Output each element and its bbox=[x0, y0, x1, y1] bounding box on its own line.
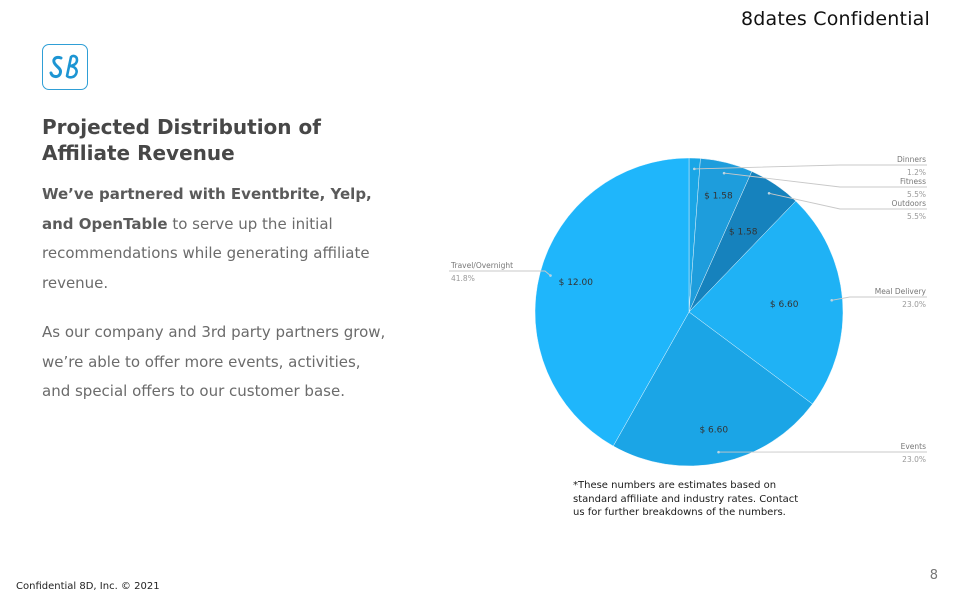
footer-copyright: Confidential 8D, Inc. © 2021 bbox=[16, 581, 160, 592]
leader-dot-outdoors bbox=[767, 191, 771, 195]
percent-label-events: 23.0% bbox=[902, 455, 926, 464]
percent-label-fitness: 5.5% bbox=[907, 190, 926, 199]
chart-footnote: *These numbers are estimates based on st… bbox=[573, 480, 799, 518]
pie-slice-meal-delivery bbox=[688, 200, 844, 405]
leader-dot-events bbox=[717, 450, 720, 454]
8dates-logo-icon bbox=[42, 44, 88, 90]
percent-label-dinners: 1.2% bbox=[907, 168, 926, 177]
value-label-meal-delivery: $ 6.60 bbox=[770, 300, 799, 310]
partners-highlight: We’ve partnered with Eventbrite, Yelp, a… bbox=[42, 185, 372, 233]
page-number: 8 bbox=[929, 568, 938, 583]
confidential-label: 8dates Confidential bbox=[740, 8, 930, 30]
logo-mark bbox=[49, 54, 79, 79]
intro-paragraph: We’ve partnered with Eventbrite, Yelp, a… bbox=[42, 180, 387, 298]
percent-label-travel-overnight: 41.8% bbox=[451, 274, 475, 283]
value-label-fitness: $ 1.58 bbox=[704, 192, 733, 202]
pie-slice-events bbox=[612, 311, 813, 467]
category-label-fitness: Fitness bbox=[900, 177, 926, 186]
value-label-events: $ 6.60 bbox=[699, 426, 728, 436]
category-label-travel-overnight: Travel/Overnight bbox=[450, 261, 513, 270]
category-label-events: Events bbox=[901, 442, 926, 451]
growth-paragraph: As our company and 3rd party partners gr… bbox=[42, 323, 386, 400]
leader-line-dinners bbox=[694, 164, 927, 170]
leader-line-meal-delivery bbox=[831, 296, 927, 301]
leader-line-fitness bbox=[724, 172, 927, 188]
leader-line-travel-overnight bbox=[449, 270, 551, 276]
leader-dot-fitness bbox=[722, 171, 726, 175]
value-label-travel-overnight: $ 12.00 bbox=[559, 278, 594, 288]
page-title: Projected Distribution of Affiliate Reve… bbox=[42, 115, 321, 165]
category-label-meal-delivery: Meal Delivery bbox=[875, 287, 927, 296]
leader-line-outdoors bbox=[769, 192, 927, 210]
percent-label-outdoors: 5.5% bbox=[907, 212, 926, 221]
category-label-outdoors: Outdoors bbox=[891, 199, 926, 208]
category-label-dinners: Dinners bbox=[897, 155, 926, 164]
intro-paragraph-rest: to serve up the initial recommendations … bbox=[42, 214, 370, 292]
percent-label-meal-delivery: 23.0% bbox=[902, 300, 926, 309]
pie-slice-travel-overnight bbox=[534, 157, 690, 447]
value-label-outdoors: $ 1.58 bbox=[729, 228, 758, 238]
